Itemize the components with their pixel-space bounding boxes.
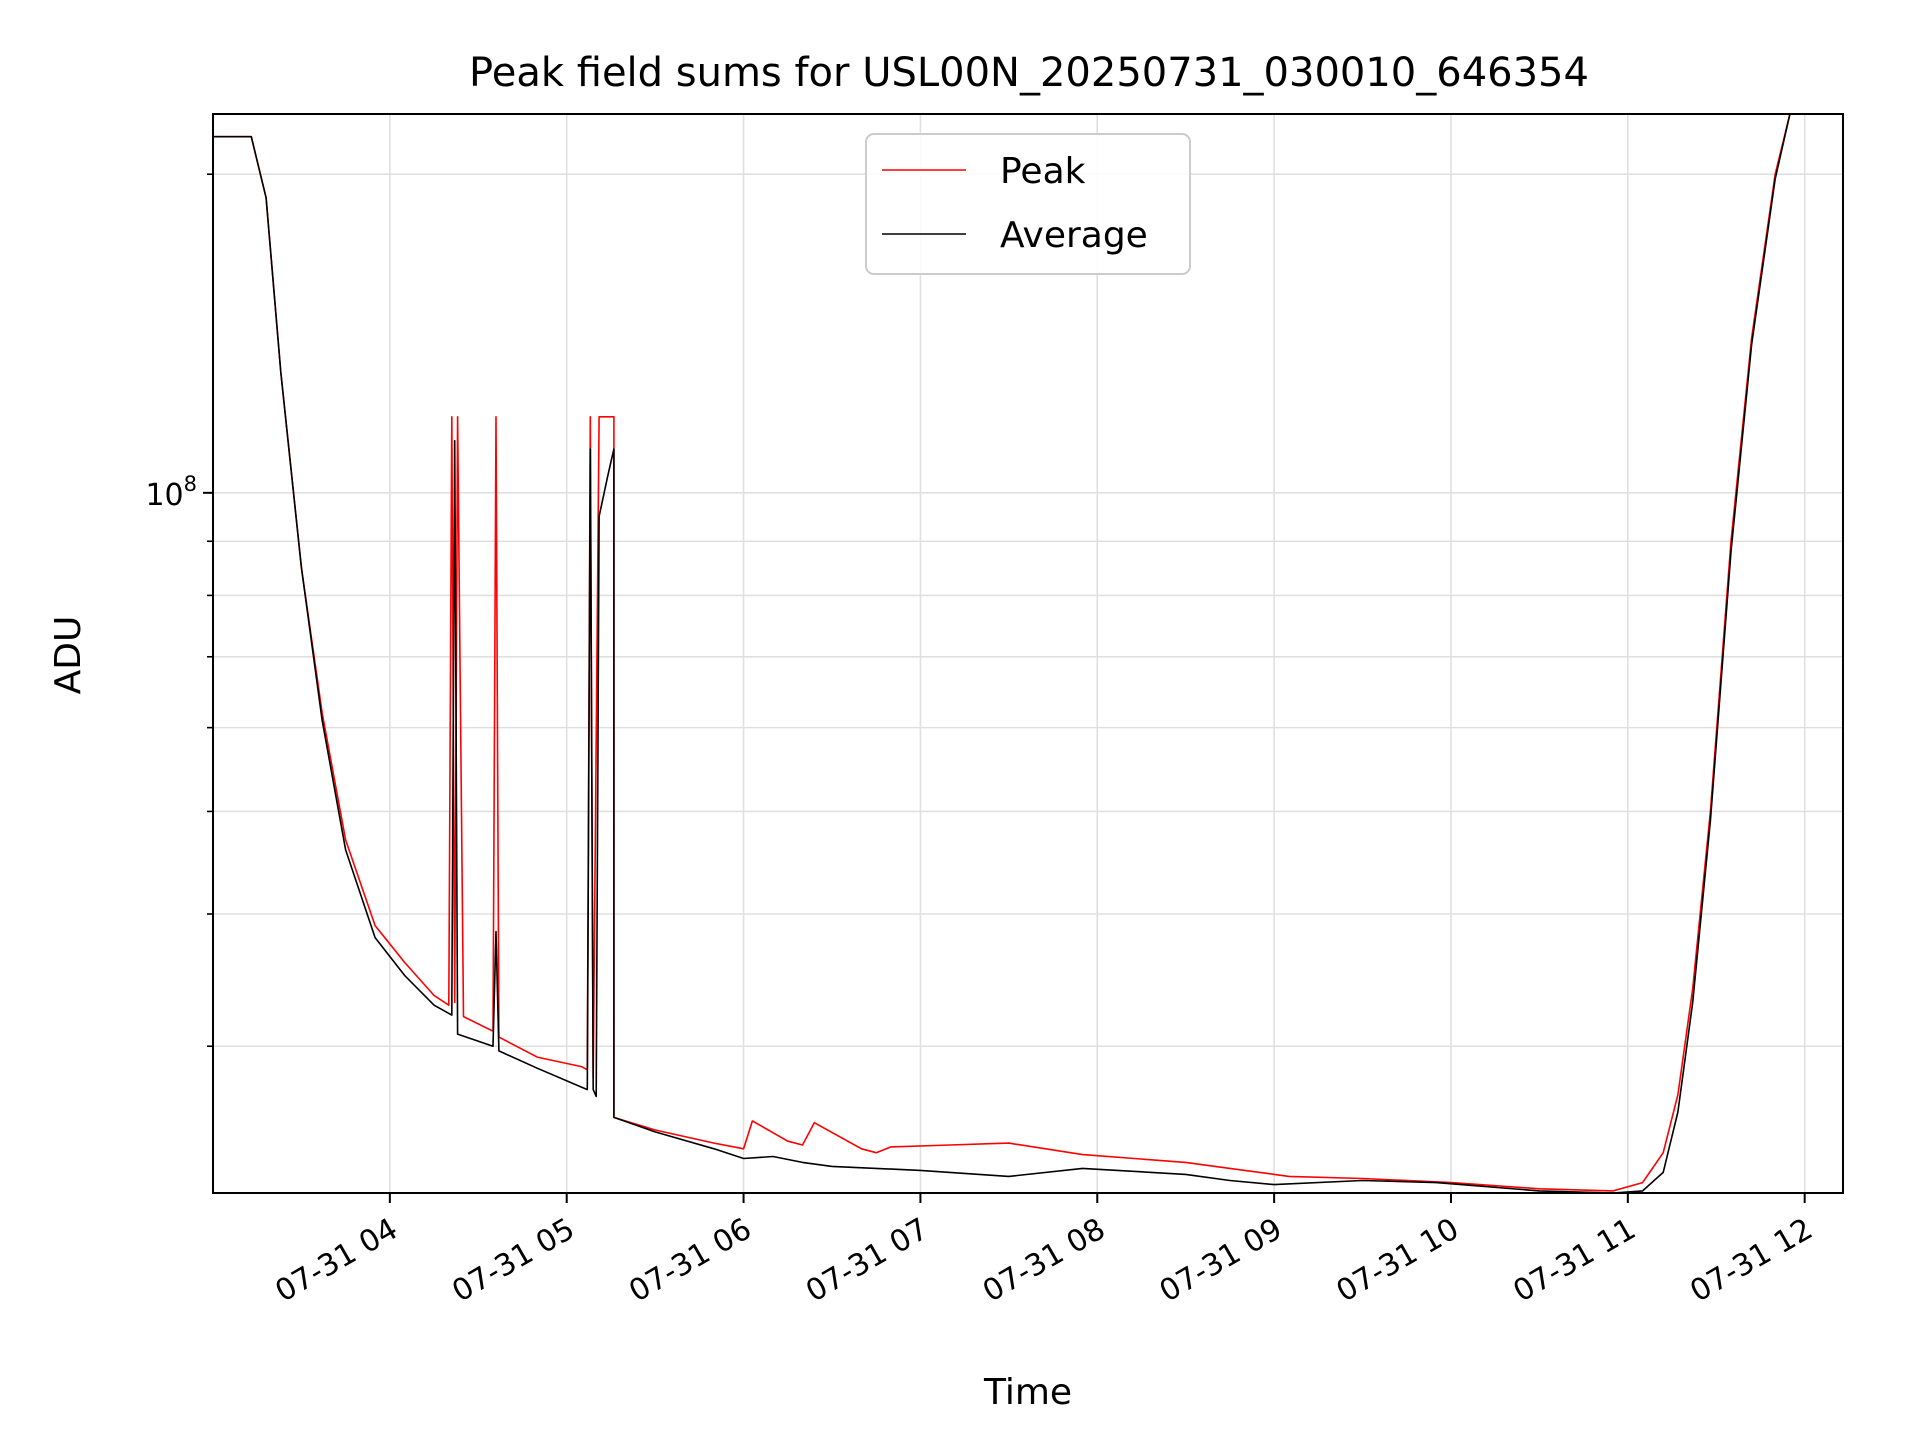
- y-axis-ticks: 108: [145, 173, 213, 1048]
- grid-lines: [213, 114, 1843, 1193]
- x-axis-label: Time: [983, 1372, 1072, 1413]
- legend-box: [865, 133, 1191, 275]
- series-layer: [213, 113, 1791, 1194]
- series-line-peak: [213, 113, 1791, 1192]
- legend: Peak Average: [865, 133, 1191, 275]
- chart-title: Peak field sums for USL00N_20250731_0300…: [469, 50, 1589, 96]
- y-tick-label: 108: [145, 472, 197, 513]
- legend-label-peak: Peak: [1000, 151, 1086, 192]
- plot-frame: [212, 113, 1844, 1194]
- series-line-average: [213, 113, 1791, 1194]
- y-axis-label: ADU: [48, 616, 89, 695]
- legend-label-average: Average: [1000, 215, 1148, 256]
